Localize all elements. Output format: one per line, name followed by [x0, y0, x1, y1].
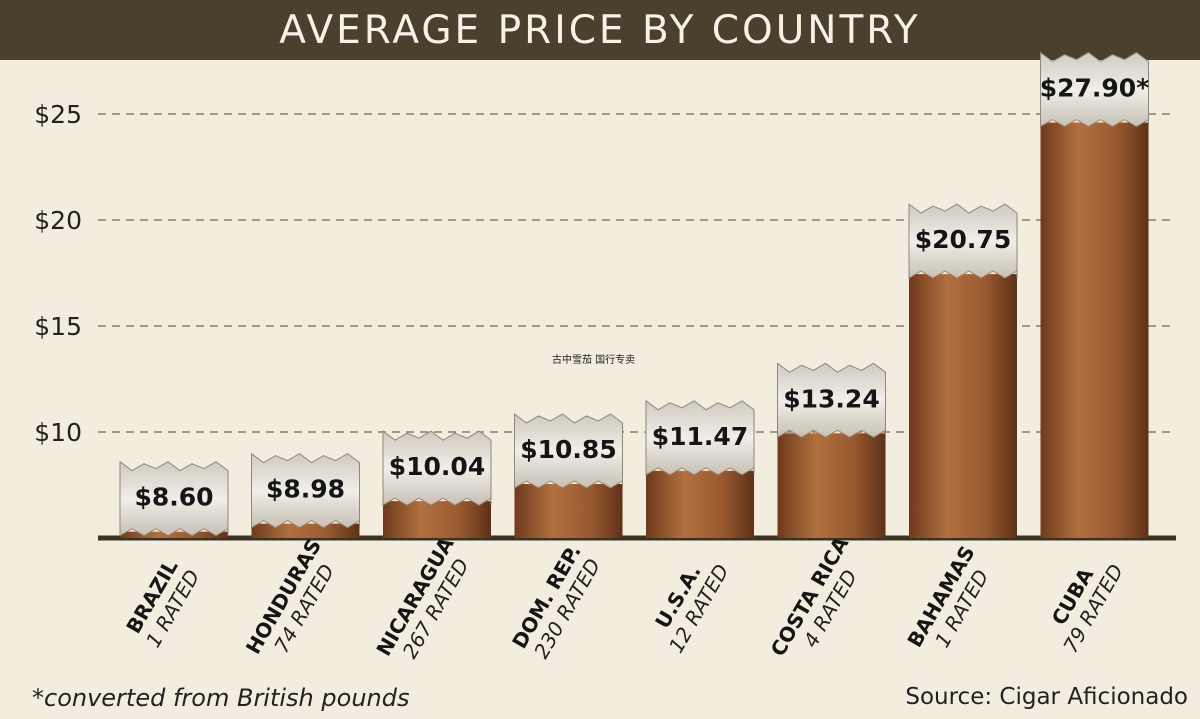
cigar-ash — [119, 460, 229, 537]
cigar-bar — [777, 433, 886, 538]
footnote: *converted from British pounds — [32, 684, 410, 712]
cigar-ash — [908, 203, 1018, 279]
source-credit: Source: Cigar Aficionado — [905, 684, 1188, 710]
watermark-text: 古中雪茄 国行专卖 — [552, 355, 636, 366]
y-tick-label: $25 — [34, 100, 82, 129]
value-label: $10.85 — [520, 435, 616, 464]
value-label: $8.60 — [134, 483, 213, 512]
cigar-ash — [645, 399, 755, 476]
cigar-ash — [382, 430, 492, 507]
cigar-bar — [646, 470, 754, 538]
category-label-group: U.S.A.12 RATED — [650, 560, 733, 657]
value-label: $27.90* — [1040, 74, 1150, 103]
value-label: $10.04 — [389, 452, 485, 481]
y-tick-label: $10 — [34, 418, 82, 447]
value-label: $13.24 — [783, 384, 879, 413]
cigar-bar — [120, 531, 228, 538]
cigar-bar — [383, 501, 491, 538]
cigar-bar — [251, 523, 360, 538]
cigar-ash — [514, 412, 623, 489]
y-tick-label: $15 — [34, 312, 82, 341]
chart-title: AVERAGE PRICE BY COUNTRY — [279, 7, 921, 53]
cigar-ash — [777, 362, 886, 439]
cigar-bar — [514, 483, 623, 538]
y-tick-label: $20 — [34, 206, 82, 235]
cigar-ash — [1040, 51, 1149, 128]
cigar-ash — [251, 452, 360, 529]
value-label: $11.47 — [652, 422, 748, 451]
chart-header: AVERAGE PRICE BY COUNTRY — [0, 0, 1200, 60]
cigar-bar — [1040, 122, 1149, 539]
cigar-bar — [909, 274, 1017, 538]
category-label-group: DOM. REP.230 RATED — [507, 540, 605, 662]
value-label: $8.98 — [266, 475, 345, 504]
value-label: $20.75 — [915, 225, 1011, 254]
